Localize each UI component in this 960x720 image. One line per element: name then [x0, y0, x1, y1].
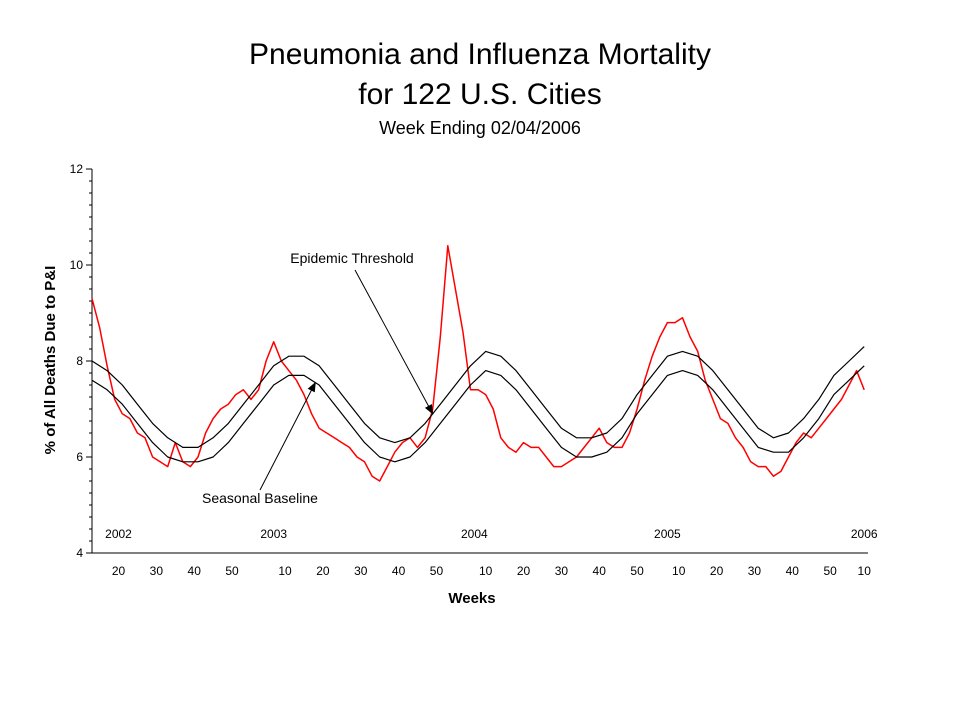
x-tick-label: 50	[225, 564, 239, 578]
y-tick-label: 6	[76, 450, 83, 464]
annotation-arrow	[259, 381, 316, 491]
x-tick-label: 20	[710, 564, 724, 578]
year-label: 2002	[105, 527, 132, 541]
x-tick-label: 10	[858, 564, 872, 578]
x-tick-label: 10	[672, 564, 686, 578]
x-tick-label: 40	[786, 564, 800, 578]
x-tick-label: 20	[112, 564, 126, 578]
x-tick-label: 40	[188, 564, 202, 578]
y-tick-label: 12	[70, 162, 84, 176]
x-tick-label: 50	[430, 564, 444, 578]
y-tick-label: 8	[76, 354, 83, 368]
x-tick-label: 50	[823, 564, 837, 578]
x-tick-label: 20	[316, 564, 330, 578]
annotation-arrow	[354, 269, 434, 415]
x-tick-label: 30	[555, 564, 569, 578]
chart-title-line-1: Pneumonia and Influenza Mortality	[249, 38, 711, 71]
series-line-seasonal-baseline	[91, 365, 865, 463]
x-tick-label: 40	[392, 564, 406, 578]
year-label: 2004	[461, 527, 488, 541]
x-tick-label: 30	[354, 564, 368, 578]
series-line-epidemic-threshold	[91, 346, 865, 448]
series-line-p-i-mortality	[91, 245, 865, 482]
x-tick-label: 50	[630, 564, 644, 578]
year-label: 2003	[260, 527, 287, 541]
x-tick-label: 30	[150, 564, 164, 578]
x-tick-label: 10	[479, 564, 493, 578]
chart-title-line-2: for 122 U.S. Cities	[358, 78, 602, 111]
year-label: 2005	[654, 527, 681, 541]
x-tick-label: 20	[517, 564, 531, 578]
y-axis-title: % of All Deaths Due to P&I	[42, 266, 59, 455]
annotation-label: Epidemic Threshold	[290, 250, 413, 266]
y-tick-label: 10	[70, 258, 84, 272]
y-tick-label: 4	[76, 546, 83, 560]
annotation-label: Seasonal Baseline	[202, 490, 318, 506]
x-tick-label: 30	[748, 564, 762, 578]
x-tick-label: 40	[593, 564, 607, 578]
x-tick-label: 10	[278, 564, 292, 578]
x-axis-title: Weeks	[448, 590, 495, 607]
year-label: 2006	[851, 527, 878, 541]
chart-subtitle: Week Ending 02/04/2006	[379, 118, 581, 138]
